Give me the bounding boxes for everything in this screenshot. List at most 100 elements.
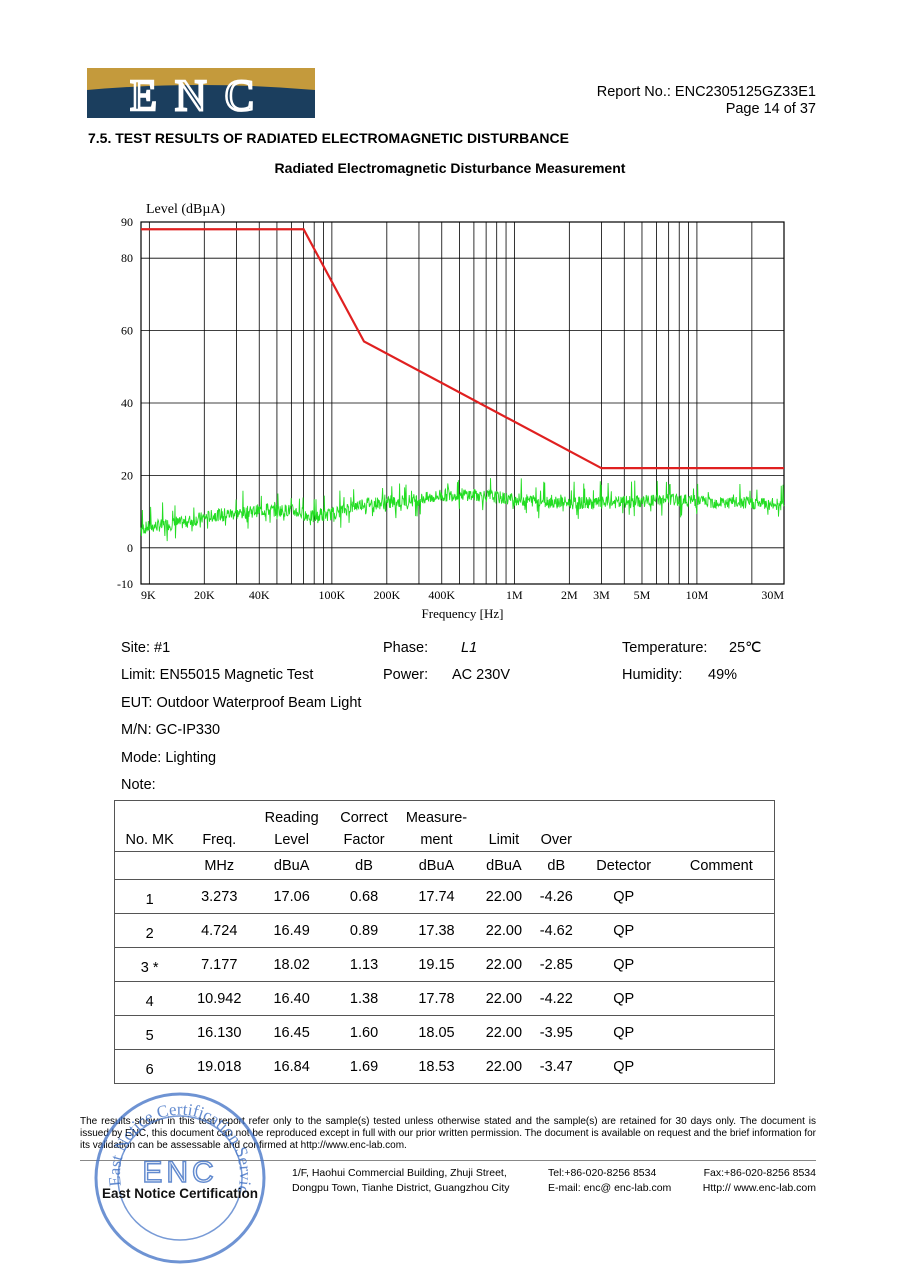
table-cell: 22.00 <box>473 981 534 1016</box>
table-cell <box>668 913 775 948</box>
phase-label: Phase: <box>383 640 429 656</box>
table-cell: QP <box>578 1049 669 1084</box>
table-cell: 16.45 <box>254 1015 330 1050</box>
plot-frame <box>140 221 785 585</box>
model-number: M/N: GC-IP330 <box>121 722 221 738</box>
results-table: No. MK Freq. Reading Level Correct Factor Mea… <box>114 800 775 1084</box>
unit-cell-2: dBuA <box>254 851 330 880</box>
table-cell: QP <box>578 913 669 948</box>
table-cell: 4.724 <box>184 913 255 948</box>
x-tick-label-0: 9K <box>141 588 156 602</box>
eut-label: EUT: Outdoor Waterproof Beam Light <box>121 695 362 711</box>
series-line-0 <box>141 228 784 470</box>
table-cell: 1.60 <box>329 1015 399 1050</box>
table-row: 6 19.018 16.84 1.69 18.53 22.00 -3.47 QP <box>114 1049 775 1084</box>
address-line-1: 1/F, Haohui Commercial Building, Zhuji S… <box>292 1167 507 1179</box>
table-cell: QP <box>578 879 669 914</box>
table-cell: 1.13 <box>329 947 399 982</box>
table-cell: 22.00 <box>473 947 534 982</box>
table-cell <box>668 1015 775 1050</box>
x-tick-label-6: 1M <box>506 588 523 602</box>
header-cell-5: Limit <box>488 832 520 848</box>
table-cell <box>668 981 775 1016</box>
table-cell: 18.05 <box>399 1015 474 1050</box>
note-label: Note: <box>121 777 156 793</box>
table-cell: 18.53 <box>399 1049 474 1084</box>
enc-logo: ENC <box>87 68 315 118</box>
header-cell-0: No. MK <box>125 832 174 848</box>
stamp-label: East Notice Certification <box>102 1186 258 1201</box>
table-row: 1 3.273 17.06 0.68 17.74 22.00 -4.26 QP <box>114 879 775 914</box>
table-header-row: No. MK Freq. Reading Level Correct Factor Mea… <box>115 801 775 852</box>
table-cell: 1.69 <box>329 1049 399 1084</box>
fax: Fax:+86-020-8256 8534 <box>703 1167 816 1179</box>
table-cell: -3.95 <box>533 1015 579 1050</box>
x-tick-label-5: 400K <box>428 588 455 602</box>
table-cell <box>668 879 775 914</box>
x-tick-label-7: 2M <box>561 588 578 602</box>
table-cell: 6 <box>114 1049 185 1084</box>
header-cell-7 <box>579 801 669 852</box>
section-title: 7.5. TEST RESULTS OF RADIATED ELECTROMAG… <box>88 130 569 146</box>
logo-text: ENC <box>130 71 272 118</box>
header-cell-2: Reading Level <box>264 810 319 848</box>
y-tick-label-5: 0 <box>127 541 133 555</box>
chart-labels: 90 80 60 40 20 0 -10 9K 20K 40K 100K 200K 400K 1M 2M 3M… <box>117 202 784 621</box>
unit-cell-0 <box>114 851 185 880</box>
table-cell: -4.26 <box>533 879 579 914</box>
table-cell <box>668 947 775 982</box>
temperature-value: 25℃ <box>729 640 762 656</box>
table-cell: 16.130 <box>184 1015 255 1050</box>
site-label: Site: #1 <box>121 640 171 656</box>
table-cell: 3 * <box>114 947 185 982</box>
header-cell-3: Correct Factor <box>340 810 388 848</box>
limit-label: Limit: EN55015 Magnetic Test <box>121 667 314 683</box>
x-tick-label-2: 40K <box>249 588 270 602</box>
phase-value: L1 <box>461 640 478 656</box>
y-axis-label: Level (dBµA) <box>146 202 226 217</box>
table-cell: 17.06 <box>254 879 330 914</box>
table-cell <box>668 1049 775 1084</box>
x-tick-label-3: 100K <box>319 588 346 602</box>
table-cell: 22.00 <box>473 1015 534 1050</box>
table-cell: 7.177 <box>184 947 255 982</box>
table-cell: 19.15 <box>399 947 474 982</box>
temperature-label: Temperature: <box>622 640 708 656</box>
unit-cell-1: MHz <box>184 851 255 880</box>
table-cell: 16.49 <box>254 913 330 948</box>
unit-cell-5: dBuA <box>473 851 534 880</box>
chart-series <box>140 228 785 542</box>
humidity-value: 49% <box>708 667 738 683</box>
header-cell-1: Freq. <box>202 832 237 848</box>
address-line-2: Dongpu Town, Tianhe District, Guangzhou … <box>292 1182 510 1194</box>
y-tick-label-3: 40 <box>121 396 133 410</box>
x-tick-label-10: 10M <box>686 588 709 602</box>
table-cell: -2.85 <box>533 947 579 982</box>
website: Http:// www.enc-lab.com <box>702 1182 816 1194</box>
chart-title: Radiated Electromagnetic Disturbance Mea… <box>274 160 626 176</box>
x-tick-label-11: 30M <box>761 588 784 602</box>
table-cell: -4.22 <box>533 981 579 1016</box>
mode-label: Mode: Lighting <box>121 750 217 766</box>
table-cell: 19.018 <box>184 1049 255 1084</box>
email: E-mail: enc@ enc-lab.com <box>548 1182 672 1194</box>
x-axis-label: Frequency [Hz] <box>422 606 504 621</box>
table-row: 3 * 7.177 18.02 1.13 19.15 22.00 -2.85 QP <box>114 947 775 982</box>
table-cell: 4 <box>114 981 185 1016</box>
unit-cell-8: Comment <box>668 851 775 880</box>
table-cell: QP <box>578 947 669 982</box>
table-cell: 1 <box>114 879 185 914</box>
table-cell: 18.02 <box>254 947 330 982</box>
table-cell: 16.40 <box>254 981 330 1016</box>
table-units-row: MHz dBuA dB dBuA dBuA dB Detector Comment <box>114 851 775 880</box>
x-tick-label-9: 5M <box>634 588 651 602</box>
table-cell: 1.38 <box>329 981 399 1016</box>
unit-cell-3: dB <box>329 851 399 880</box>
x-tick-label-8: 3M <box>593 588 610 602</box>
table-cell: 5 <box>114 1015 185 1050</box>
header-cell-8 <box>669 801 775 852</box>
y-tick-label-4: 20 <box>121 468 133 482</box>
x-tick-label-4: 200K <box>373 588 400 602</box>
y-tick-label-0: 90 <box>121 215 133 229</box>
header-cell-6: Over <box>540 832 572 848</box>
